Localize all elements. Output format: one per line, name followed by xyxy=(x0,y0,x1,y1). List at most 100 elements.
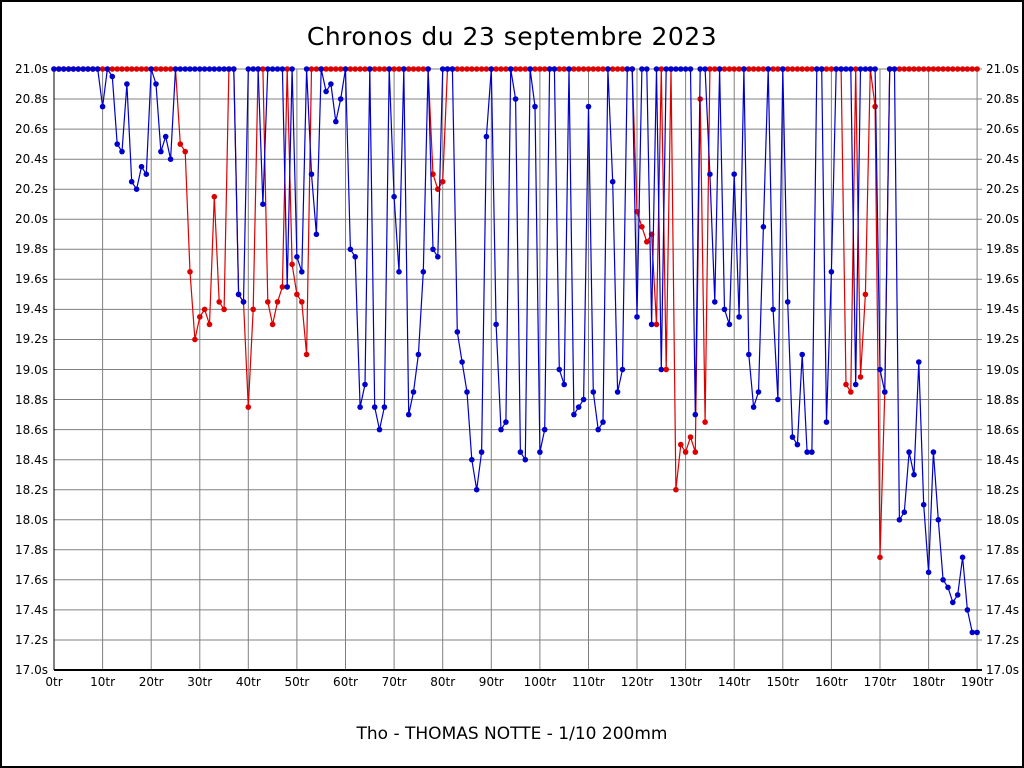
data-point-blue xyxy=(284,284,290,290)
data-point-red xyxy=(692,449,699,455)
y-axis-tick-label-right: 20.6s xyxy=(986,122,1019,137)
y-axis-tick-label-right: 19.8s xyxy=(986,242,1019,257)
x-axis-tick-label: 60tr xyxy=(333,675,358,689)
data-point-red xyxy=(634,208,640,215)
y-axis-tick-label-right: 20.4s xyxy=(986,152,1019,167)
data-point-blue xyxy=(644,66,650,72)
data-point-blue xyxy=(561,381,567,388)
data-point-blue xyxy=(901,509,908,515)
data-point-red xyxy=(644,239,650,245)
data-point-blue xyxy=(323,88,329,95)
data-point-blue xyxy=(177,66,184,72)
data-point-blue xyxy=(512,96,519,102)
data-point-blue xyxy=(119,148,125,155)
data-point-blue xyxy=(337,96,344,102)
data-point-blue xyxy=(51,66,57,72)
x-axis-tick-label: 20tr xyxy=(138,675,164,689)
data-point-red xyxy=(901,66,908,72)
data-point-blue xyxy=(527,66,533,72)
data-point-blue xyxy=(279,66,286,72)
data-point-blue xyxy=(255,66,261,72)
data-point-red xyxy=(760,66,767,72)
data-point-blue xyxy=(770,306,776,313)
data-point-blue xyxy=(70,66,77,72)
y-axis-tick-label-right: 18.8s xyxy=(986,392,1019,407)
data-point-blue xyxy=(294,254,300,260)
data-point-red xyxy=(260,66,266,72)
data-point-blue xyxy=(367,66,373,72)
data-point-blue xyxy=(882,389,888,395)
data-point-blue xyxy=(721,306,728,313)
data-point-red xyxy=(828,66,835,72)
data-point-red xyxy=(216,299,222,305)
data-point-red xyxy=(969,66,976,72)
data-point-red xyxy=(940,66,946,72)
data-point-blue xyxy=(507,66,514,72)
y-axis-tick-label-left: 18.4s xyxy=(15,452,48,467)
y-axis-tick-label-left: 17.2s xyxy=(15,632,48,647)
data-point-blue xyxy=(94,66,101,72)
data-point-blue xyxy=(158,148,164,155)
data-point-blue xyxy=(658,366,665,373)
data-point-red xyxy=(284,66,290,72)
data-point-blue xyxy=(435,254,441,260)
data-point-red xyxy=(119,66,125,72)
y-axis-tick-label-right: 19.6s xyxy=(986,272,1019,287)
data-point-blue xyxy=(940,577,946,583)
data-point-blue xyxy=(274,66,281,72)
data-point-blue xyxy=(430,246,436,253)
data-point-blue xyxy=(405,411,412,418)
data-point-red xyxy=(206,321,213,328)
data-point-blue xyxy=(328,81,334,87)
data-point-blue xyxy=(609,178,616,185)
data-point-blue xyxy=(935,517,942,523)
data-point-blue xyxy=(823,419,830,425)
data-point-blue xyxy=(848,66,854,72)
data-point-red xyxy=(303,351,310,358)
y-axis-tick-label-left: 20.8s xyxy=(15,92,48,107)
data-point-red xyxy=(857,374,864,380)
data-point-blue xyxy=(56,66,62,72)
data-point-red xyxy=(746,66,752,72)
data-point-blue xyxy=(444,66,451,72)
data-point-blue xyxy=(648,321,655,328)
data-point-red xyxy=(313,66,320,72)
x-axis-tick-label: 50tr xyxy=(284,675,310,689)
series-line-blue xyxy=(54,67,978,634)
data-point-blue xyxy=(731,171,737,177)
data-point-blue xyxy=(313,231,320,238)
data-point-red xyxy=(852,66,859,72)
data-point-blue xyxy=(269,66,276,72)
data-point-red xyxy=(162,66,169,72)
data-point-blue xyxy=(780,66,786,72)
data-point-red xyxy=(308,66,315,72)
data-point-red xyxy=(289,261,295,268)
data-point-blue xyxy=(590,389,597,395)
data-point-red xyxy=(726,66,733,72)
data-point-red xyxy=(930,66,937,72)
data-point-blue xyxy=(712,299,718,305)
data-point-red xyxy=(614,66,621,72)
y-axis-tick-label-right: 17.0s xyxy=(986,663,1019,677)
y-axis-tick-label-right: 17.8s xyxy=(986,542,1019,557)
data-point-blue xyxy=(697,66,703,72)
x-axis-tick-label: 110tr xyxy=(572,675,605,689)
data-point-blue xyxy=(954,592,961,598)
data-point-blue xyxy=(114,141,120,147)
data-point-red xyxy=(99,66,106,72)
data-point-blue xyxy=(240,299,247,305)
data-point-blue xyxy=(726,321,733,328)
data-point-blue xyxy=(750,404,757,410)
y-axis-tick-label-left: 20.0s xyxy=(15,212,48,227)
data-point-red xyxy=(609,66,616,72)
y-axis-tick-label-left: 18.0s xyxy=(15,512,48,527)
data-point-blue xyxy=(231,66,237,72)
data-point-blue xyxy=(692,411,699,418)
y-axis-tick-label-right: 19.4s xyxy=(986,302,1019,317)
data-point-blue xyxy=(678,66,684,72)
y-axis-tick-label-left: 17.8s xyxy=(15,542,48,557)
data-point-red xyxy=(823,66,830,72)
data-point-blue xyxy=(653,66,660,72)
y-axis-tick-label-right: 20.2s xyxy=(986,182,1019,197)
data-point-red xyxy=(653,321,660,328)
